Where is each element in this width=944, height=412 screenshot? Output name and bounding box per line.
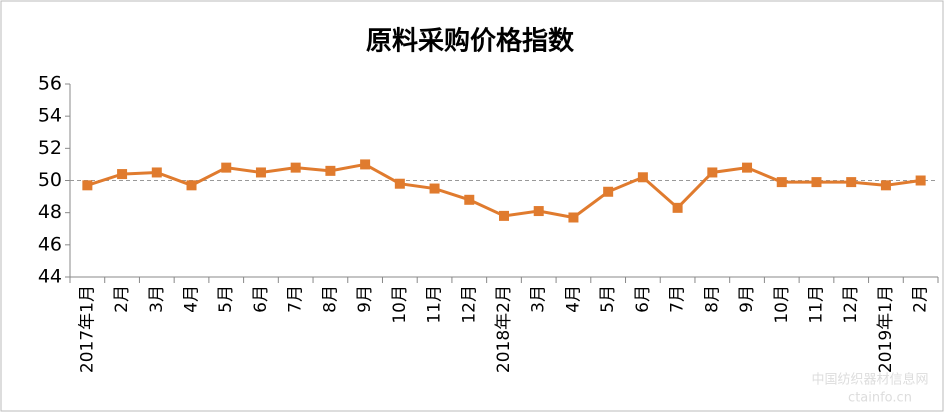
marker — [117, 169, 128, 180]
x-tick-label: 2018年2月 — [494, 285, 514, 373]
x-tick-label: 12月 — [459, 285, 479, 324]
y-tick-label: 44 — [38, 266, 62, 288]
x-tick-label: 7月 — [668, 285, 688, 313]
marker — [776, 177, 787, 188]
marker — [464, 194, 475, 205]
marker — [186, 180, 197, 191]
marker — [429, 183, 440, 194]
marker — [151, 167, 162, 178]
marker — [880, 180, 891, 191]
x-tick-label: 8月 — [320, 285, 340, 313]
x-tick-label: 3月 — [147, 285, 167, 313]
x-tick-label: 3月 — [529, 285, 549, 313]
y-tick-label: 56 — [38, 73, 62, 95]
x-tick-label: 7月 — [286, 285, 306, 313]
marker — [221, 162, 232, 173]
marker — [360, 159, 371, 170]
marker — [603, 186, 614, 197]
x-tick-label: 4月 — [182, 285, 202, 313]
marker — [325, 165, 336, 176]
x-tick-label: 11月 — [806, 285, 826, 324]
watermark: 中国纺织器材信息网 — [811, 372, 928, 388]
x-tick-label: 2月 — [911, 285, 931, 313]
marker — [255, 167, 266, 178]
marker — [637, 172, 648, 183]
x-tick-label: 12月 — [841, 285, 861, 324]
x-tick-label: 4月 — [563, 285, 583, 313]
y-tick-label: 48 — [38, 201, 62, 223]
marker — [394, 178, 405, 189]
x-tick-label: 5月 — [598, 285, 618, 313]
chart-title: 原料采购价格指数 — [366, 26, 575, 57]
marker — [707, 167, 718, 178]
marker — [82, 180, 93, 191]
x-tick-label: 6月 — [251, 285, 271, 313]
y-tick-label: 52 — [38, 137, 62, 159]
x-tick-label: 6月 — [633, 285, 653, 313]
y-tick-label: 50 — [38, 169, 62, 191]
marker — [811, 177, 822, 188]
marker — [290, 162, 301, 173]
x-tick-label: 9月 — [355, 285, 375, 313]
watermark: ctainfo.cn — [848, 391, 912, 406]
x-tick-label: 9月 — [737, 285, 757, 313]
x-tick-label: 5月 — [216, 285, 236, 313]
marker — [742, 162, 753, 173]
y-tick-label: 54 — [38, 105, 62, 127]
x-tick-label: 2017年1月 — [77, 285, 97, 373]
x-tick-label: 8月 — [702, 285, 722, 313]
x-tick-label: 10月 — [390, 285, 410, 324]
marker — [568, 212, 579, 223]
marker — [846, 177, 857, 188]
marker — [533, 206, 544, 217]
x-tick-label: 2月 — [112, 285, 132, 313]
x-tick-label: 2019年1月 — [876, 285, 896, 373]
marker — [499, 210, 509, 221]
x-tick-label: 10月 — [772, 285, 792, 324]
marker — [915, 175, 926, 186]
marker — [672, 202, 683, 213]
x-tick-label: 11月 — [425, 285, 445, 324]
y-tick-label: 46 — [38, 233, 62, 255]
